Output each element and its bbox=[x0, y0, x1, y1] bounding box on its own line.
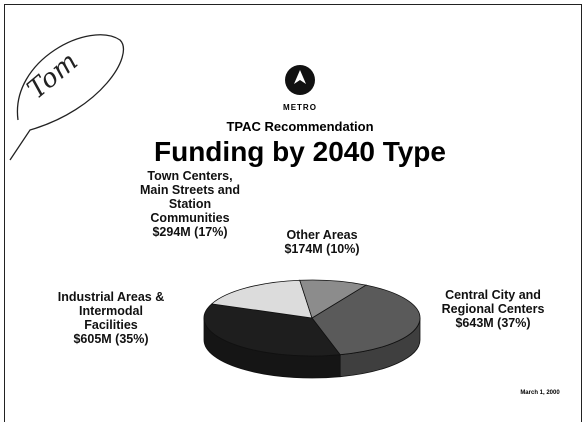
date: March 1, 2000 bbox=[520, 390, 560, 396]
value-label: $605M (35%) bbox=[73, 332, 149, 346]
value-label: $294M (17%) bbox=[152, 225, 228, 239]
slice bbox=[311, 284, 421, 356]
slice bbox=[203, 303, 341, 357]
category: Industrial Areas & Intermodal Facilities bbox=[57, 290, 165, 332]
subtitle: TPAC Recommendation bbox=[226, 119, 373, 134]
slice bbox=[299, 279, 368, 319]
category: Central City and Regional Centers bbox=[441, 288, 545, 316]
slice-label: Town Centers, Main Streets and Station C… bbox=[135, 169, 245, 239]
category: Other Areas bbox=[286, 228, 358, 242]
logo-glyph bbox=[294, 70, 306, 84]
pie bbox=[203, 279, 421, 379]
category: Town Centers, Main Streets and Station C… bbox=[139, 169, 241, 225]
chart-title: Funding by 2040 Type bbox=[154, 136, 446, 167]
slide bbox=[4, 4, 582, 422]
slice-label: Other Areas $174M (10%) bbox=[262, 228, 382, 256]
slice-label: Industrial Areas & Intermodal Facilities… bbox=[55, 290, 167, 346]
handwriting: Tom bbox=[22, 46, 84, 105]
slice bbox=[210, 279, 313, 319]
value-label: $174M (10%) bbox=[284, 242, 360, 256]
value-label: $643M (37%) bbox=[455, 316, 531, 330]
handwriting-loop bbox=[9, 34, 125, 161]
logo-text: Metro bbox=[283, 103, 317, 112]
slice-label: Central City and Regional Centers $643M (… bbox=[438, 288, 548, 330]
